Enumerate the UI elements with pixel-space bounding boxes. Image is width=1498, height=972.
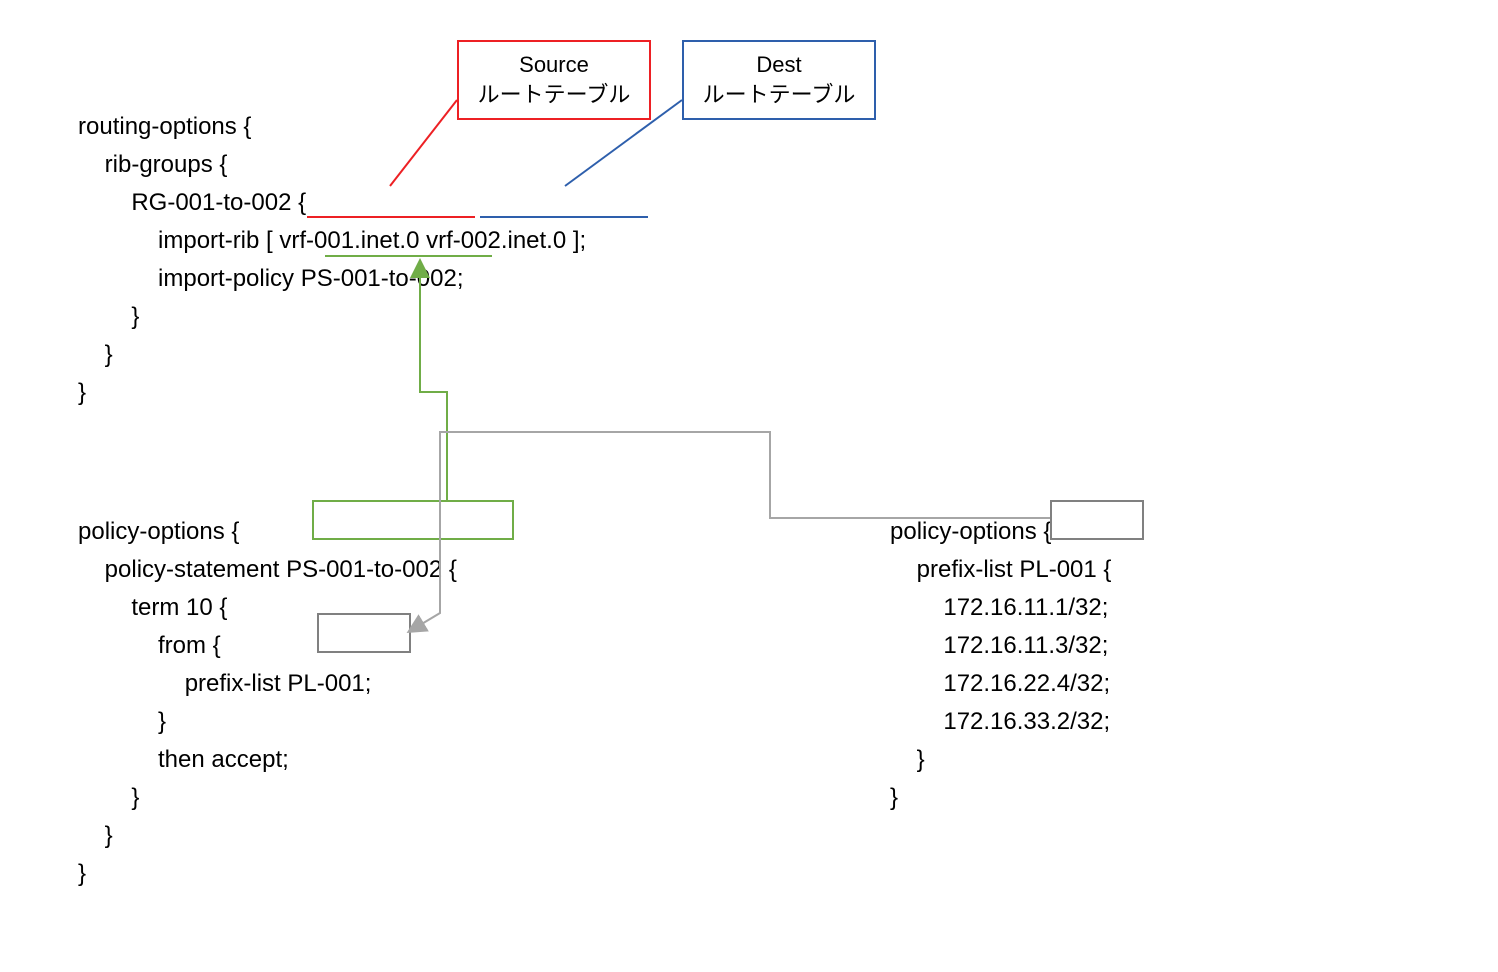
- ps-def-text: PS-001-to-002: [286, 556, 442, 583]
- cfg2-l1: policy-options {: [78, 518, 239, 545]
- cfg1-l5a: import-policy: [78, 265, 301, 292]
- cfg2-l2c: {: [442, 556, 457, 583]
- ps-highlight-box: [312, 500, 514, 540]
- cfg1-l4e: ];: [566, 227, 586, 254]
- pl-def-text: PL-001: [1019, 556, 1096, 583]
- cfg2-l4: from {: [78, 632, 221, 659]
- cfg2-l10: }: [78, 860, 86, 887]
- cfg2-l6: }: [78, 708, 166, 735]
- cfg3-l2c: {: [1097, 556, 1112, 583]
- dest-label-line1: Dest: [694, 50, 864, 80]
- cfg1-l3: RG-001-to-002 {: [78, 189, 306, 216]
- cfg1-l1: routing-options {: [78, 113, 251, 140]
- cfg1-l2: rib-groups {: [78, 151, 227, 178]
- cfg3-l1: policy-options {: [890, 518, 1051, 545]
- source-underline: [307, 216, 475, 218]
- cfg3-l8: }: [890, 784, 898, 811]
- cfg2-l9: }: [78, 822, 113, 849]
- cfg2-l8: }: [78, 784, 139, 811]
- source-label-line2: ルートテーブル: [469, 80, 639, 110]
- cfg1-l8: }: [78, 379, 86, 406]
- cfg2-l3: term 10 {: [78, 594, 227, 621]
- vrf-002-text: vrf-002.inet.0: [426, 227, 566, 254]
- cfg3-l4: 172.16.11.3/32;: [890, 632, 1108, 659]
- config-block-1: routing-options { rib-groups { RG-001-to…: [78, 70, 586, 412]
- pl-highlight-box-left: [317, 613, 411, 653]
- cfg3-l7: }: [890, 746, 925, 773]
- cfg3-l3: 172.16.11.1/32;: [890, 594, 1108, 621]
- source-label-box: Source ルートテーブル: [457, 40, 651, 120]
- cfg3-l5: 172.16.22.4/32;: [890, 670, 1110, 697]
- vrf-001-text: vrf-001.inet.0: [279, 227, 419, 254]
- dest-label-box: Dest ルートテーブル: [682, 40, 876, 120]
- cfg2-l2a: policy-statement: [78, 556, 286, 583]
- dest-underline: [480, 216, 648, 218]
- diagram-canvas: routing-options { rib-groups { RG-001-to…: [0, 0, 1498, 972]
- cfg2-l5c: ;: [365, 670, 372, 697]
- cfg2-l5a: prefix-list: [78, 670, 287, 697]
- source-label-line1: Source: [469, 50, 639, 80]
- cfg1-l4a: import-rib [: [78, 227, 279, 254]
- cfg3-l2a: prefix-list: [890, 556, 1019, 583]
- cfg1-l7: }: [78, 341, 113, 368]
- pl-highlight-box-right: [1050, 500, 1144, 540]
- policy-underline: [325, 255, 492, 257]
- ps-ref-text: PS-001-to-002;: [301, 265, 464, 292]
- cfg1-l6: }: [78, 303, 139, 330]
- dest-label-line2: ルートテーブル: [694, 80, 864, 110]
- cfg3-l6: 172.16.33.2/32;: [890, 708, 1110, 735]
- pl-ref-text: PL-001: [287, 670, 364, 697]
- cfg2-l7: then accept;: [78, 746, 289, 773]
